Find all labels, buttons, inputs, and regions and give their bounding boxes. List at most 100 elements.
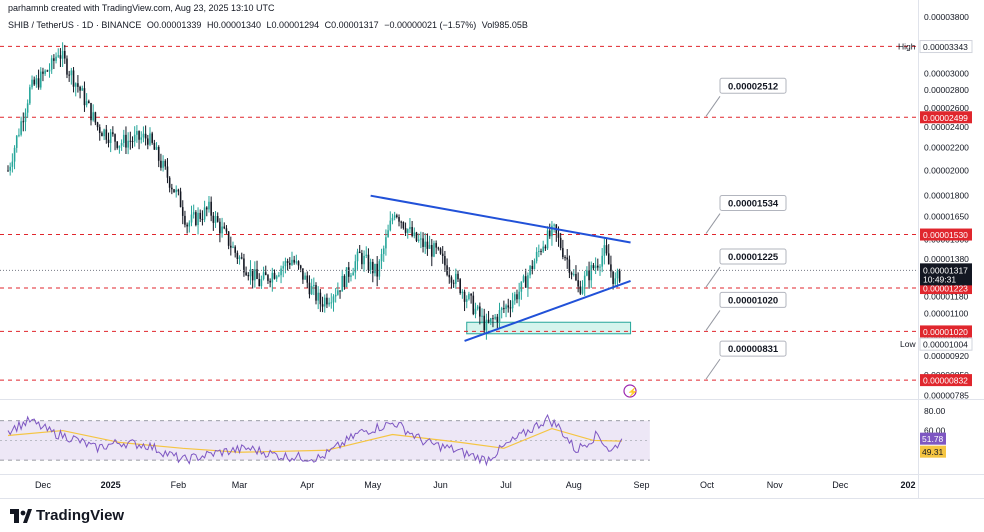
candle-body [251,269,254,281]
price-axis-label: 0.00001650 [924,211,969,221]
symbol-title[interactable]: SHIB / TetherUS · 1D · BINANCE [8,20,142,30]
candle-body [162,160,164,168]
candle-body [22,121,25,123]
candle-body [114,134,116,142]
candle-body [203,207,206,220]
candle-body [201,218,204,220]
level-price-tag [920,228,972,241]
rsi-value: 51.78 [922,434,944,444]
candle-body [396,215,398,218]
candle-body [258,278,261,287]
candle-body [116,141,119,148]
candle-body [568,259,571,273]
rsi-ma-line [7,427,622,453]
candle-body [264,272,267,276]
tradingview-logo[interactable]: TradingView [10,507,124,524]
candle-body [122,134,125,143]
candle-body [66,58,68,75]
candle-body [583,275,586,287]
candle-body [463,291,466,302]
candle-body [513,294,516,301]
candle-body [98,127,101,134]
candle-body [216,216,219,222]
candle-body [181,207,184,216]
ohlc-change: −0.00000021 (−1.57%) [384,20,477,30]
rsi-axis-label: 60.00 [924,426,946,436]
candle-body [230,245,232,248]
candle-body [72,70,75,87]
candle-body [223,226,226,229]
price-axis-label: 0.00003000 [924,69,969,79]
candle-body [136,131,138,135]
candle-body [406,229,409,233]
candle-body [109,132,112,144]
candle-body [411,226,413,236]
candle-body [171,187,173,190]
candle-body [413,232,416,236]
candle-body [520,281,523,292]
candle-body [527,275,529,288]
candle-body [59,55,62,59]
candle-body [227,231,230,246]
level-price-tag-label: 0.00001020 [923,327,968,337]
candle-body [570,272,573,275]
candle-body [142,133,145,138]
trendline [464,279,631,342]
candle-body [489,318,492,322]
ohlc-high: H0.00001340 [206,20,262,30]
price-axis-label: 0.00001100 [924,308,969,318]
event-marker-icon [623,384,637,398]
candle-body [409,226,411,230]
candle-body [96,122,99,128]
candle-body [53,58,55,61]
price-chart[interactable]: Dec 2025 Feb Mar Apr May Jun Jul Aug Sep Oct Nov Dec… [0,0,984,498]
candle-body [522,276,525,282]
chart-credit: parhamnb created with TradingView.com, A… [8,3,275,13]
candle-body [155,146,158,150]
candle-body [326,297,328,305]
level-price-tag-label: 0.00000832 [923,376,968,386]
candle-body [46,70,49,72]
candle-body [415,232,418,241]
candle-body [35,78,38,85]
candle-body [256,269,258,279]
candle-body [387,230,389,238]
candle-body [260,279,263,287]
candle-body [39,71,42,88]
candle-body [299,265,302,269]
candle-body [476,306,479,309]
candle-body [496,316,499,322]
candle-body [398,217,400,222]
candle-body [173,189,175,193]
candle-body [614,278,617,284]
candle-body [542,246,544,252]
candle-body [559,237,562,249]
candle-body [92,112,94,121]
candle-body [439,248,442,254]
level-annotation-box [719,248,787,265]
candle-body [372,261,374,274]
candle-body [607,253,610,265]
candle-body [168,177,171,188]
current-price-value: 0.00001317 [923,265,968,275]
candle-body [461,291,464,294]
candle-body [125,134,127,148]
candle-body [147,138,149,145]
candle-body [428,245,431,249]
level-price-tag-label: 0.00001223 [923,284,968,294]
candle-body [7,170,9,172]
candle-body [424,241,427,247]
candle-body [9,166,11,171]
support-zone [466,321,632,335]
time-axis-label: Dec [832,480,849,490]
candle-body [317,292,319,301]
candle-body [13,147,16,162]
price-axis-label: 0.00002600 [924,103,969,113]
candle-body [581,286,584,294]
candle-body [55,56,57,61]
candle-body [127,140,129,148]
candle-body [192,212,195,215]
annotation-pointer [705,358,721,380]
candle-body [240,257,243,259]
candle-body [393,215,396,218]
